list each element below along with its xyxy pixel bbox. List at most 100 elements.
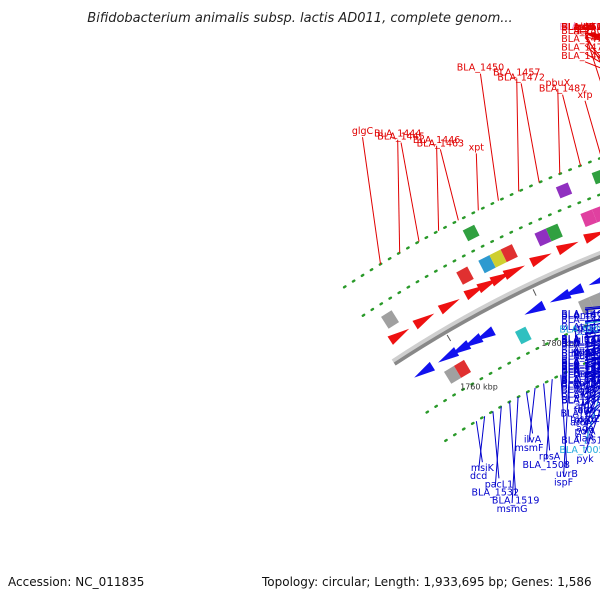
- gene-label[interactable]: BLA_1457: [493, 67, 540, 78]
- gene-label[interactable]: tetW: [574, 405, 597, 416]
- gene-label[interactable]: aroC: [574, 390, 596, 401]
- gene-label[interactable]: BLA_t0050: [559, 445, 600, 456]
- gene-label[interactable]: BLA_1427: [561, 381, 600, 392]
- gene-label[interactable]: BLA_1487: [539, 84, 586, 95]
- gene-label[interactable]: BLA_1512: [561, 408, 600, 419]
- gene-label[interactable]: pacL1: [485, 479, 513, 490]
- gene-label[interactable]: hemN: [571, 348, 599, 359]
- gene-label[interactable]: msmG: [497, 504, 528, 515]
- gene-label[interactable]: BLA_1417: [561, 361, 600, 372]
- gene-label[interactable]: xfp: [578, 90, 593, 101]
- gene-label[interactable]: BLA_1445: [377, 132, 424, 143]
- gene-label[interactable]: msmF: [515, 443, 544, 454]
- gene-label[interactable]: BLA_1469: [561, 309, 600, 320]
- gene-label[interactable]: coaE: [574, 348, 597, 359]
- gene-label[interactable]: BLA_1514: [561, 22, 600, 33]
- gene-label[interactable]: BLA_t0052: [559, 22, 600, 33]
- gene-label[interactable]: guaA: [573, 346, 598, 357]
- gene-label[interactable]: BLA_1431: [561, 351, 600, 362]
- gene-label[interactable]: aroA: [570, 417, 592, 428]
- gene-label[interactable]: rpsD: [574, 323, 596, 334]
- gene-label[interactable]: apuB: [573, 378, 597, 389]
- gene-label[interactable]: BLA_1537: [561, 22, 600, 33]
- gene-label[interactable]: BLA_1444: [374, 129, 421, 140]
- gene-label[interactable]: BLA_1462: [561, 365, 600, 376]
- gene-label[interactable]: BLA_1511: [561, 369, 600, 380]
- gene-label[interactable]: amy: [575, 401, 596, 412]
- gene-label[interactable]: BLA_1468: [561, 364, 600, 375]
- gene-label[interactable]: ispF: [554, 478, 573, 489]
- gene-label[interactable]: rpsA: [539, 451, 561, 462]
- gene-label[interactable]: BLA_1528: [561, 367, 600, 378]
- gene-label[interactable]: BLA_1509: [561, 395, 600, 406]
- gene-label[interactable]: BLA_1492: [561, 376, 600, 387]
- gene-label[interactable]: BLA_1500: [561, 26, 600, 37]
- gene-label[interactable]: dcd: [470, 471, 487, 482]
- gene-label[interactable]: BLA_1515: [561, 22, 600, 33]
- gene-label[interactable]: BLA_1465: [561, 395, 600, 406]
- gene-label[interactable]: BLA_1489: [561, 345, 600, 356]
- gene-label[interactable]: BLA_1502: [561, 22, 600, 33]
- gene-label[interactable]: ilvA: [524, 434, 542, 445]
- gene-label[interactable]: BLA_1527: [561, 380, 600, 391]
- gene-label[interactable]: BLA_1441: [561, 375, 600, 386]
- gene-label[interactable]: BLA_1430: [561, 338, 600, 349]
- gene-label[interactable]: BLA_1507: [561, 22, 600, 33]
- gene-label[interactable]: gltD: [575, 335, 595, 346]
- gene-label[interactable]: BLA_1526: [561, 22, 600, 33]
- gene-label[interactable]: pntB: [574, 311, 596, 322]
- gene-label[interactable]: BLA_1506: [561, 22, 600, 33]
- gene-label[interactable]: BLA_1518: [561, 22, 600, 33]
- gene-label[interactable]: add: [576, 22, 594, 33]
- gene-label[interactable]: glgX: [574, 416, 596, 427]
- gene-label[interactable]: pyk: [576, 454, 594, 465]
- gene-label[interactable]: BLA_1446: [413, 135, 460, 146]
- gene-label[interactable]: BLA_1531: [561, 22, 600, 33]
- gene-label[interactable]: BLA_1439: [561, 390, 600, 401]
- gene-label[interactable]: ackA: [573, 27, 597, 38]
- gene-label[interactable]: BLA_1535: [561, 22, 600, 33]
- gene-label[interactable]: BLA_1523: [561, 22, 600, 33]
- gene-label[interactable]: BLA_1467: [561, 335, 600, 346]
- gene-label[interactable]: troB: [575, 22, 595, 33]
- gene-label[interactable]: BLA_1534: [561, 22, 600, 33]
- gene-label[interactable]: BLA_1493: [561, 322, 600, 333]
- gene-label[interactable]: agl: [578, 404, 593, 415]
- gene-label[interactable]: uvrB: [556, 469, 578, 480]
- gene-label[interactable]: BLA_1450: [457, 63, 504, 74]
- gene-label[interactable]: pkcL: [574, 323, 597, 334]
- gene-label[interactable]: BLA_1422: [561, 339, 600, 350]
- gene-label[interactable]: BLA_1513: [561, 436, 600, 447]
- gene-label[interactable]: BLA_1442: [561, 336, 600, 347]
- gene-label[interactable]: pta: [577, 22, 593, 33]
- gene-label[interactable]: BLA_1475: [561, 34, 600, 45]
- gene-label[interactable]: BLA_1481: [561, 334, 600, 345]
- gene-label[interactable]: xpt: [469, 142, 485, 153]
- gene-label[interactable]: pbuX: [545, 78, 570, 89]
- gene-label[interactable]: flaR: [576, 433, 595, 444]
- gene-label[interactable]: BLA_1536: [561, 22, 600, 33]
- gene-label[interactable]: BLA_t0051: [559, 324, 600, 335]
- gene-label[interactable]: BLA_1440: [561, 315, 600, 326]
- gene-label[interactable]: BLA_1452: [561, 385, 600, 396]
- gene-label[interactable]: BLA_1425: [561, 362, 600, 373]
- gene-label[interactable]: ksgA: [574, 22, 597, 33]
- gene-label[interactable]: sufD: [574, 352, 596, 363]
- gene-label[interactable]: BLA_1476: [561, 42, 600, 53]
- gene-label[interactable]: BLA_1412: [561, 348, 600, 359]
- gene-label[interactable]: BLA_1470: [561, 311, 600, 322]
- gene-label[interactable]: msiK: [471, 463, 495, 474]
- gene-label[interactable]: folD: [575, 385, 594, 396]
- gene-label[interactable]: BLA_1472: [497, 72, 544, 83]
- gene-label[interactable]: BLA_1479: [561, 51, 600, 62]
- gene-label[interactable]: BLA_1490: [561, 358, 600, 369]
- gene-label[interactable]: pcrA: [574, 327, 596, 338]
- gene-label[interactable]: BLA_1508: [522, 460, 569, 471]
- gene-label[interactable]: BLA_1429: [561, 374, 600, 385]
- gene-label[interactable]: BLA_1519: [492, 496, 539, 507]
- gene-label[interactable]: BLA_1510: [561, 356, 600, 367]
- gene-label[interactable]: aga: [576, 424, 594, 435]
- gene-label[interactable]: msmE: [570, 414, 599, 425]
- gene-label[interactable]: glgB: [574, 22, 595, 33]
- gene-label[interactable]: BLA_1504: [561, 359, 600, 370]
